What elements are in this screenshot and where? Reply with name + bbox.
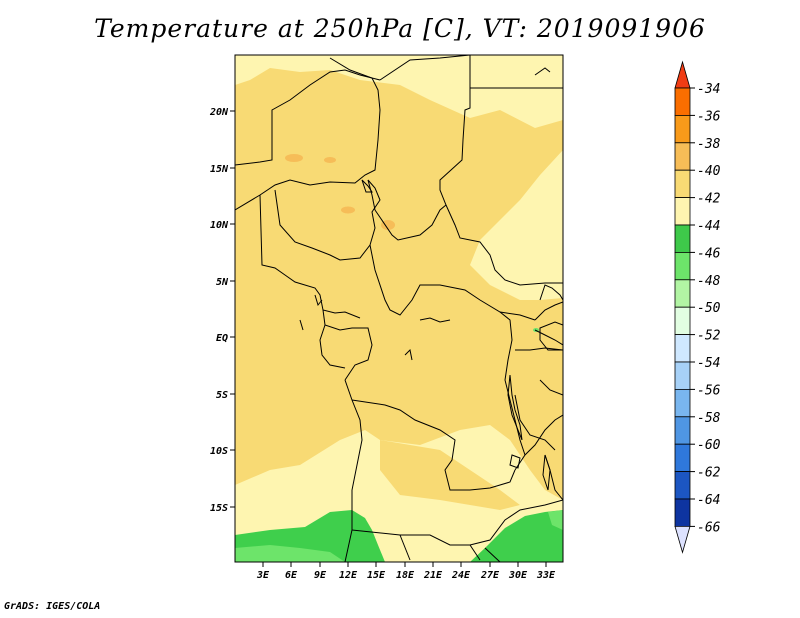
x-tick-label: 27E bbox=[480, 570, 500, 581]
axis-ticks bbox=[230, 110, 547, 567]
field-band-minus-46-southeast bbox=[548, 510, 563, 530]
map-frame bbox=[234, 54, 564, 563]
colorbar-label: -36 bbox=[697, 109, 721, 124]
colorbar-swatch bbox=[674, 87, 691, 116]
lake-mweru-outline bbox=[509, 454, 521, 469]
grads-credit: GrADS: IGES/COLA bbox=[4, 601, 101, 612]
colorbar-swatch bbox=[674, 306, 691, 336]
y-tick-label: 5S bbox=[216, 390, 228, 401]
x-tick-label: 30E bbox=[508, 570, 528, 581]
colorbar-label: -56 bbox=[697, 383, 721, 398]
lake-malawi-outline bbox=[542, 454, 551, 491]
x-tick-label: 9E bbox=[314, 570, 327, 581]
colorbar-swatch bbox=[674, 279, 691, 308]
colorbar-swatch bbox=[674, 251, 691, 281]
y-tick-label: 10N bbox=[210, 220, 229, 231]
colorbar: -34 -36 -38 -40 -42 -44 -46 -48 -50 -52 -54 -56 -58 -… bbox=[674, 60, 721, 554]
colorbar-swatch bbox=[674, 498, 691, 527]
field-patch-minus-38-b bbox=[324, 157, 336, 163]
colorbar-label: -42 bbox=[697, 192, 721, 207]
colorbar-label: -58 bbox=[697, 411, 721, 426]
colorbar-label: -38 bbox=[697, 137, 721, 152]
colorbar-label: -34 bbox=[697, 82, 720, 97]
colorbar-label: -64 bbox=[697, 493, 720, 508]
field-band-minus-44-southeast bbox=[470, 510, 563, 562]
colorbar-label: -50 bbox=[697, 301, 721, 316]
field-band-minus-42-north bbox=[235, 55, 563, 128]
x-tick-label: 33E bbox=[536, 570, 556, 581]
colorbar-swatch bbox=[674, 169, 691, 198]
x-tick-label: 15E bbox=[367, 570, 386, 581]
x-tick-label: 21E bbox=[423, 570, 443, 581]
colorbar-label: -44 bbox=[697, 219, 720, 234]
temperature-field bbox=[235, 55, 563, 562]
chart-title: Temperature at 250hPa [C], VT: 201909190… bbox=[94, 14, 706, 43]
y-tick-label: 5N bbox=[216, 277, 229, 288]
field-band-minus-46-southwest bbox=[235, 545, 345, 562]
colorbar-swatch bbox=[674, 142, 691, 171]
y-tick-label: 15S bbox=[210, 503, 228, 514]
x-tick-label: 18E bbox=[396, 570, 415, 581]
colorbar-label: -40 bbox=[697, 164, 721, 179]
colorbar-label: -62 bbox=[697, 466, 721, 481]
colorbar-swatch bbox=[674, 443, 691, 473]
y-tick-label: EQ bbox=[216, 333, 228, 344]
x-tick-label: 6E bbox=[285, 570, 298, 581]
y-axis-labels: 20N 15N 10N 5N EQ 5S 10S 15S bbox=[209, 107, 229, 514]
field-patch-minus-38-d bbox=[381, 220, 395, 230]
lake-victoria-outline bbox=[539, 321, 563, 351]
colorbar-swatch bbox=[674, 416, 691, 445]
colorbar-swatch bbox=[674, 471, 691, 500]
colorbar-swatch bbox=[674, 334, 691, 363]
colorbar-swatch bbox=[674, 361, 691, 390]
y-tick-label: 20N bbox=[209, 107, 229, 118]
field-patch-minus-38-c bbox=[341, 206, 355, 214]
x-tick-label: 24E bbox=[451, 570, 471, 581]
field-band-minus-40-south bbox=[380, 440, 520, 510]
colorbar-swatch bbox=[674, 197, 691, 226]
colorbar-swatch bbox=[674, 224, 691, 253]
lake-tanganyika-outline bbox=[507, 374, 523, 441]
colorbar-top-arrow bbox=[674, 60, 691, 89]
colorbar-label: -54 bbox=[697, 356, 720, 371]
x-tick-label: 3E bbox=[256, 570, 270, 581]
colorbar-swatch bbox=[674, 115, 691, 144]
colorbar-swatch bbox=[674, 388, 691, 418]
country-borders bbox=[235, 55, 563, 562]
x-tick-label: 12E bbox=[339, 570, 358, 581]
colorbar-label: -66 bbox=[697, 520, 721, 535]
field-patch-minus-38-a bbox=[285, 154, 303, 162]
colorbar-bottom-arrow bbox=[674, 526, 691, 554]
lake-chad-outline bbox=[361, 179, 373, 193]
lakes-coast bbox=[299, 67, 563, 491]
x-axis-labels: 3E 6E 9E 12E 15E 18E 21E 24E 27E 30E 33E bbox=[256, 570, 556, 581]
colorbar-label: -46 bbox=[697, 246, 721, 261]
colorbar-label: -52 bbox=[697, 329, 721, 344]
colorbar-label: -48 bbox=[697, 274, 721, 289]
y-tick-label: 15N bbox=[210, 164, 229, 175]
field-band-minus-42-east bbox=[470, 150, 563, 300]
colorbar-label: -60 bbox=[697, 438, 721, 453]
y-tick-label: 10S bbox=[210, 446, 228, 457]
